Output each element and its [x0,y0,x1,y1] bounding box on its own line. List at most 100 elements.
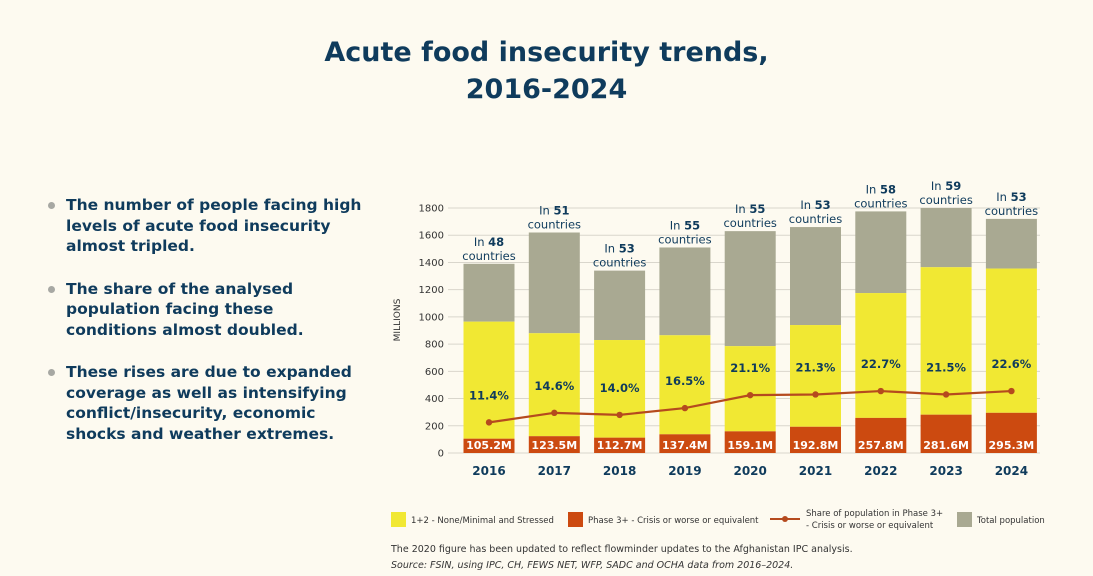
bar-phase3 [985,412,1037,453]
countries-prefix: In [474,235,488,249]
bar-phase3 [594,437,646,453]
countries-annotation-line-1: In 53 [604,242,634,256]
countries-annotation-line-1: In 59 [931,179,961,193]
share-point [616,411,623,419]
phase3-value-label: 192.8M [793,439,839,452]
countries-annotation-line-1: In 51 [539,204,569,218]
phase3-value-label: 159.1M [727,439,773,452]
bar-minimal-stressed [855,293,907,418]
y-tick-label: 200 [425,421,444,432]
legend-label: Share of population in Phase 3+ [806,509,943,519]
y-tick-label: 1200 [419,285,444,296]
legend-swatch [568,512,583,527]
countries-annotation-line-1: In 55 [735,202,765,216]
countries-count: 51 [553,204,569,218]
x-tick-label: 2022 [864,464,897,478]
countries-annotation-line-1: In 58 [866,182,896,196]
share-percent-label: 14.6% [534,379,574,393]
y-axis-label: MILLIONS [393,298,403,341]
countries-annotation-line-2: countries [658,232,711,246]
bar-total-population [855,211,907,294]
x-tick-label: 2020 [733,464,766,478]
countries-annotation-line-1: In 53 [800,198,830,212]
legend-swatch [957,512,972,527]
x-tick-label: 2019 [668,464,701,478]
share-percent-label: 22.7% [861,357,901,371]
countries-prefix: In [539,204,553,218]
phase3-value-label: 123.5M [531,439,577,452]
phase3-value-label: 112.7M [597,439,643,452]
bar-total-population [659,247,711,336]
share-percent-label: 21.1% [730,361,770,375]
bar-phase3 [528,436,580,453]
share-point [1008,387,1015,395]
share-point [877,387,884,395]
legend-label: Phase 3+ - Crisis or worse or equivalent [588,516,759,526]
countries-annotation-line-2: countries [528,218,581,232]
y-tick-label: 800 [425,340,444,351]
x-tick-label: 2018 [603,464,636,478]
key-finding-text: These rises are due to expanded coverage… [66,363,352,443]
key-finding-text: The share of the analysed population fac… [66,279,304,339]
key-findings-list: The number of people facing high levels … [46,195,366,466]
bar-total-population [594,270,646,341]
x-tick-label: 2017 [538,464,571,478]
x-tick-label: 2024 [995,464,1028,478]
countries-annotation-line-1: In 53 [996,190,1026,204]
legend-label-line-2: - Crisis or worse or equivalent [806,521,934,531]
bar-total-population [528,232,580,334]
legend-label: 1+2 - None/Minimal and Stressed [411,516,554,526]
bar-minimal-stressed [920,267,972,415]
share-point [747,391,754,399]
bar-minimal-stressed [790,325,841,427]
y-tick-label: 0 [438,449,444,460]
phase3-value-label: 137.4M [662,439,708,452]
bar-phase3 [855,417,907,453]
legend-swatch [391,512,406,527]
key-finding-item: The share of the analysed population fac… [46,279,366,341]
share-point [681,404,689,412]
share-percent-label: 14.0% [600,381,640,395]
share-percent-label: 16.5% [665,374,705,388]
bar-total-population [790,227,841,326]
bar-total-population [985,218,1037,269]
bar-phase3 [790,426,841,453]
countries-annotation-line-2: countries [789,212,842,226]
bar-minimal-stressed [659,335,711,435]
x-tick-label: 2023 [929,464,962,478]
share-point [485,419,493,426]
countries-annotation-line-2: countries [723,216,776,230]
countries-annotation-line-2: countries [919,193,972,207]
phase3-value-label: 105.2M [466,439,512,452]
y-tick-label: 1800 [419,204,444,215]
countries-count: 59 [945,179,961,193]
countries-prefix: In [604,242,618,256]
share-point [942,391,950,398]
key-finding-item: These rises are due to expanded coverage… [46,362,366,444]
countries-count: 55 [749,202,765,216]
legend-label: Total population [976,516,1045,526]
bar-minimal-stressed [528,333,580,437]
countries-annotation-line-1: In 48 [474,235,504,249]
x-tick-label: 2016 [472,464,505,478]
bar-phase3 [724,431,776,453]
share-point [551,409,558,417]
bar-phase3 [659,434,711,453]
countries-annotation-line-2: countries [462,249,515,263]
bullet-dot-icon [48,369,55,376]
bar-phase3 [920,414,972,453]
countries-prefix: In [670,218,684,232]
key-finding-text: The number of people facing high levels … [66,196,362,255]
bullet-dot-icon [48,202,55,209]
countries-prefix: In [996,190,1010,204]
countries-annotation-line-2: countries [593,256,646,270]
y-tick-label: 1000 [419,312,444,323]
countries-count: 58 [880,182,896,196]
phase3-value-label: 295.3M [989,439,1035,452]
bar-minimal-stressed [724,346,776,432]
y-tick-label: 600 [425,367,444,378]
countries-prefix: In [866,182,880,196]
share-percent-label: 21.5% [926,360,966,374]
y-tick-label: 1600 [419,231,444,242]
